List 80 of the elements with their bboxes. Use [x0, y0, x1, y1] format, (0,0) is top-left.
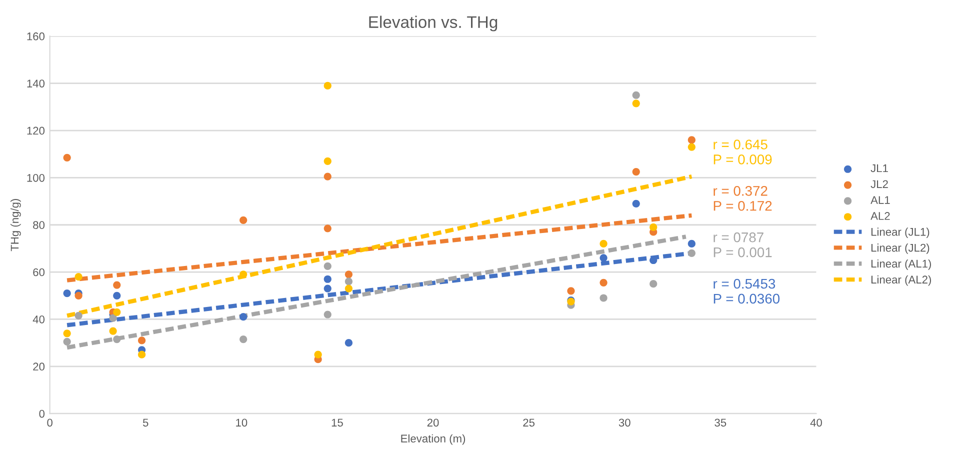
point	[632, 100, 640, 108]
x-tick-label: 5	[142, 418, 148, 427]
point	[74, 272, 82, 281]
x-axis-title: Elevation (m)	[401, 434, 466, 445]
point	[567, 287, 575, 295]
point	[324, 310, 332, 318]
point	[688, 143, 696, 151]
point	[632, 168, 640, 176]
x-tick-label: 40	[810, 418, 822, 427]
chart-title: Elevation vs. THg	[369, 16, 498, 32]
y-tick-label: 40	[32, 315, 45, 324]
point	[324, 157, 332, 165]
point	[324, 262, 332, 270]
legend-label: JL1	[870, 164, 888, 172]
point	[74, 312, 82, 320]
legend-label: Linear (JL2)	[871, 244, 930, 254]
point	[74, 292, 82, 300]
point	[632, 91, 640, 99]
point	[109, 327, 117, 335]
point	[600, 254, 608, 262]
point	[63, 338, 71, 346]
legend-label: Linear (AL2)	[871, 275, 931, 286]
point	[240, 335, 248, 344]
annotation: r = 0.645 P = 0.009	[714, 140, 772, 164]
point	[632, 200, 640, 208]
x-tick-label: 0	[47, 418, 52, 427]
x-tick-label: 35	[714, 418, 726, 427]
point	[63, 330, 71, 338]
point	[109, 314, 117, 322]
point	[324, 172, 332, 180]
x-tick-label: 30	[618, 418, 630, 427]
y-tick-label: 0	[39, 410, 45, 418]
point	[600, 278, 608, 286]
point	[650, 223, 658, 232]
point	[600, 294, 608, 302]
point	[344, 270, 353, 278]
x-tick-label: 20	[427, 418, 439, 427]
point	[138, 350, 146, 358]
point	[113, 308, 121, 316]
point	[324, 82, 332, 90]
y-tick-label: 160	[27, 32, 45, 40]
point	[240, 313, 248, 321]
point	[138, 336, 146, 344]
x-tick-label: 10	[236, 418, 248, 427]
point	[688, 240, 696, 248]
annotation: r = 0.372 P = 0.172	[714, 186, 772, 211]
y-tick-label: 120	[27, 126, 45, 135]
point	[63, 289, 71, 298]
point	[344, 278, 353, 286]
y-tick-label: 20	[33, 362, 45, 371]
point	[113, 292, 121, 300]
x-tick-label: 25	[523, 418, 535, 427]
point	[113, 335, 121, 344]
annotation: r = 0787 P = 0.001	[714, 232, 772, 258]
point	[688, 136, 696, 144]
legend-label: AL1	[870, 196, 890, 204]
point	[344, 284, 353, 292]
point	[314, 350, 322, 358]
legend-label: JL2	[870, 180, 888, 188]
y-tick-label: 60	[33, 268, 45, 276]
y-axis-title: THg (ng/g)	[10, 199, 21, 252]
legend-label: Linear (JL1)	[871, 228, 930, 238]
y-tick-label: 100	[27, 174, 45, 182]
x-tick-label: 15	[332, 418, 343, 427]
point	[324, 224, 332, 232]
point	[344, 339, 353, 347]
point	[324, 284, 332, 292]
point	[63, 154, 71, 162]
point	[240, 216, 248, 224]
point	[324, 275, 332, 283]
y-tick-label: 140	[27, 80, 45, 88]
point	[650, 280, 658, 288]
point	[688, 249, 696, 257]
point	[240, 270, 248, 278]
legend-label: Linear (AL1)	[871, 259, 931, 270]
legend-label: AL2	[870, 212, 890, 220]
point	[113, 281, 121, 289]
annotation: r = 0.5453 P = 0.0360	[714, 278, 780, 304]
point	[600, 240, 608, 248]
y-tick-label: 80	[33, 221, 45, 230]
